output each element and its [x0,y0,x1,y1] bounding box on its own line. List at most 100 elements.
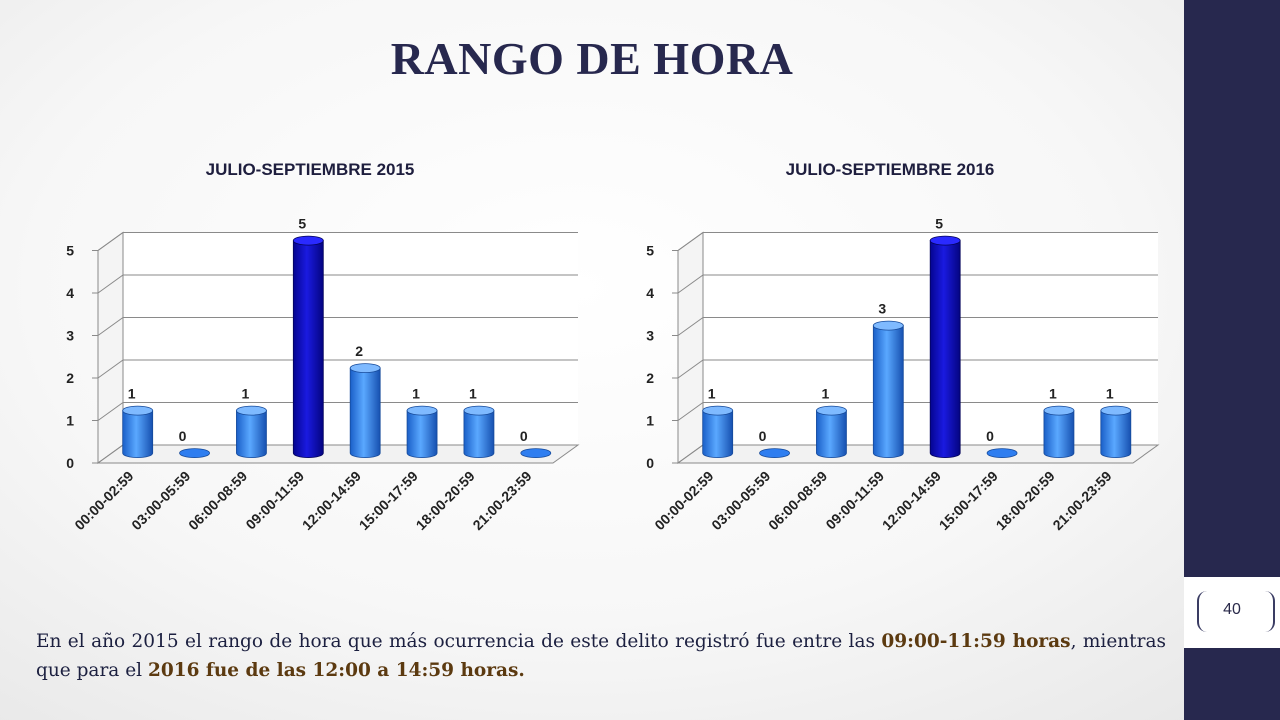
bar [292,240,324,458]
bar-top [929,235,961,246]
x-tick-label: 18:00-20:59 [993,468,1058,533]
bar-zero-disc [179,448,210,459]
gridline [97,232,578,251]
bar-zero-disc [759,448,790,459]
bar [122,410,154,458]
floor [96,444,580,464]
data-label: 1 [1049,386,1057,402]
gridline [677,232,1158,251]
data-label: 1 [469,386,477,402]
y-tick-label: 0 [66,455,74,471]
bar [236,410,267,458]
chart-2015: JULIO-SEPTIEMBRE 2015 0 1 2 3 4 5 1 00:00-02:59… [40,150,580,590]
bar [929,240,961,458]
bar [1043,410,1075,458]
gridline [677,317,1158,336]
bar-top [872,320,904,331]
y-tick-label: 0 [646,455,654,471]
bar [406,410,438,458]
summary-paragraph: En el año 2015 el rango de hora que más … [36,627,1166,685]
y-tick-label: 3 [66,328,74,344]
gridline [97,402,578,421]
bar-top [406,405,438,416]
summary-text-2: , mientras que para el [36,631,1166,681]
page-number-badge: 40 [1184,577,1280,648]
data-label: 5 [298,216,306,232]
data-label: 2 [355,343,363,359]
chart-title-2015: JULIO-SEPTIEMBRE 2015 [205,160,415,179]
y-tick-label: 5 [646,243,654,259]
data-label: 1 [128,386,136,402]
bar [349,367,381,458]
data-label: 1 [1106,386,1114,402]
bar-zero-disc [520,448,552,459]
side-wall [677,231,704,464]
x-tick-label: 21:00-23:59 [1049,468,1114,533]
y-tick-label: 4 [646,285,654,301]
y-tick-label: 3 [646,328,654,344]
chart-2016: JULIO-SEPTIEMBRE 2016 0 1 2 3 4 5 1 00:00-02:59… [620,150,1160,590]
data-label: 5 [935,216,943,232]
bar-top [463,405,495,416]
bar-top [1043,405,1075,416]
x-tick-label: 12:00-14:59 [879,468,944,533]
data-label: 1 [822,386,830,402]
back-wall [123,232,578,445]
side-wall [97,231,124,464]
bar [816,410,847,458]
bar-top [122,405,154,416]
data-label: 1 [412,386,420,402]
bar-top [816,405,847,416]
page-number-bracket [1197,591,1275,632]
floor [676,444,1160,464]
gridline [677,359,1158,379]
bar [1100,410,1132,458]
gridline [97,274,578,294]
x-tick-label: 00:00-02:59 [651,468,716,533]
bar-top [1100,405,1132,416]
x-tick-label: 12:00-14:59 [299,468,364,533]
data-label: 1 [242,386,250,402]
data-label: 3 [878,301,886,317]
y-tick-label: 1 [66,413,74,429]
x-tick-label: 03:00-05:59 [708,468,773,533]
page-number: 40 [1223,601,1241,618]
x-tick-label: 09:00-11:59 [242,468,307,533]
y-tick-label: 4 [66,285,74,301]
gridline [677,274,1158,294]
y-tick-label: 1 [646,413,654,429]
chart-title-2016: JULIO-SEPTIEMBRE 2016 [785,160,995,179]
slide-title: RANGO DE HORA [390,33,794,84]
chart-2016-plot: 012345100:00-02:59003:00-05:59106:00-08:… [646,216,1160,533]
bar-top [292,235,324,246]
x-tick-label: 03:00-05:59 [128,468,193,533]
gridline [97,317,578,336]
x-tick-label: 15:00-17:59 [936,468,1001,533]
bar-zero-disc [986,448,1018,459]
gridline [97,359,578,379]
summary-text-1: En el año 2015 el rango de hora que más … [36,631,882,652]
summary-bold-2: 2016 fue de las 12:00 a 14:59 horas. [147,660,525,681]
data-label: 0 [759,428,767,444]
chart-2015-plot: 012345100:00-02:59003:00-05:59106:00-08:… [66,216,580,533]
x-tick-label: 06:00-08:59 [765,468,830,533]
data-label: 0 [520,428,528,444]
x-tick-label: 15:00-17:59 [356,468,421,533]
x-tick-label: 21:00-23:59 [469,468,534,533]
bar [463,410,495,458]
x-tick-label: 06:00-08:59 [185,468,250,533]
bar [702,410,734,458]
bar [872,325,904,458]
x-tick-label: 09:00-11:59 [822,468,887,533]
x-tick-label: 18:00-20:59 [413,468,478,533]
data-label: 1 [708,386,716,402]
gridline [677,402,1158,421]
data-label: 0 [179,428,187,444]
bar-top [349,363,381,374]
y-tick-label: 2 [646,370,654,386]
x-tick-label: 00:00-02:59 [71,468,136,533]
bar-top [702,405,734,416]
data-label: 0 [986,428,994,444]
y-tick-label: 2 [66,370,74,386]
summary-bold-1: 09:00-11:59 horas [881,631,1071,652]
